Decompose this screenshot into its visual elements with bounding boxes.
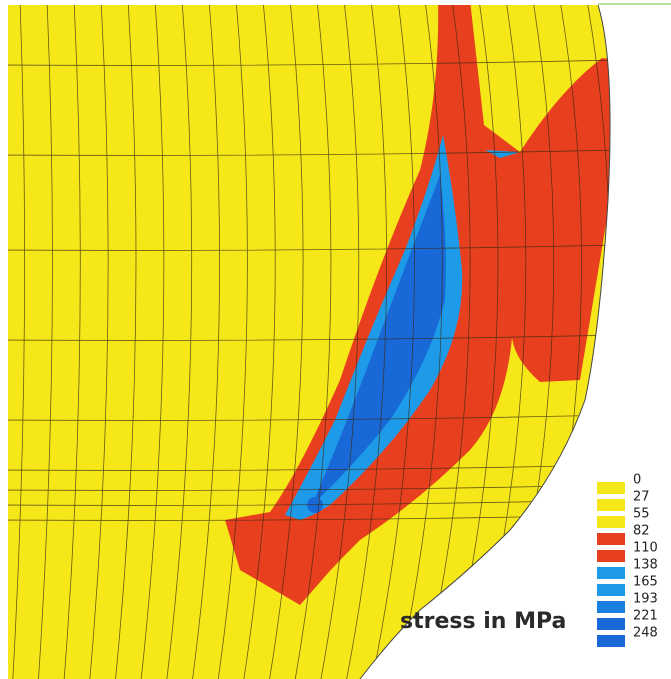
legend-swatch [597,567,625,579]
legend-title: stress in MPa [400,609,566,634]
legend-swatch [597,499,625,511]
legend-label: 110 [633,541,658,556]
legend-swatch [597,584,625,596]
legend-swatch [597,601,625,613]
legend-label: 82 [633,524,650,539]
legend-swatch [597,635,625,647]
legend-label: 221 [633,609,658,624]
legend-swatch [597,516,625,528]
legend-label: 248 [633,626,658,641]
legend-swatch [597,533,625,545]
page: stress in MPa 0275582110138165193221248 … [0,0,671,679]
legend-swatch [597,550,625,562]
legend-swatch [597,618,625,630]
legend-label: 165 [633,575,658,590]
legend-label: 27 [633,490,650,505]
stress-figure: stress in MPa 0 27 55 82 110 138 165 193 221 248 [0,0,671,679]
legend-label: 0 [633,473,641,488]
legend-swatch [597,482,625,494]
legend-label: 138 [633,558,658,573]
legend-label: 55 [633,507,650,522]
legend-label: 193 [633,592,658,607]
model [0,0,671,679]
